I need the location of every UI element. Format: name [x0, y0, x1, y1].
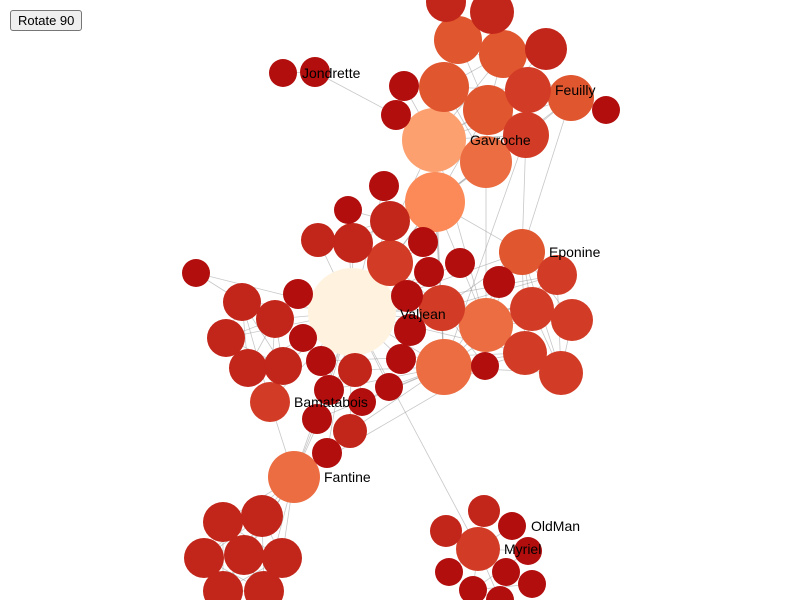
node-toussaint[interactable] [408, 227, 438, 257]
node-prouvaire[interactable] [505, 67, 551, 113]
node-child1[interactable] [394, 314, 426, 346]
node-boulatruelle[interactable] [445, 248, 475, 278]
node-perpetue[interactable] [334, 196, 362, 224]
node-label-jondrette: Jondrette [302, 65, 361, 81]
node-marguerite[interactable] [471, 352, 499, 380]
node-label-feuilly: Feuilly [555, 82, 595, 98]
node-label-bamatabois: Bamatabois [294, 394, 368, 410]
node-mmepont[interactable] [269, 59, 297, 87]
link-gavroche-courfeyrac [433, 139, 487, 326]
node-fameuil[interactable] [224, 535, 264, 575]
node-listolier[interactable] [203, 502, 243, 542]
node-cochepaille[interactable] [264, 347, 302, 385]
node-dahlia[interactable] [203, 571, 243, 600]
node-simplice[interactable] [333, 223, 373, 263]
node-champtercier[interactable] [435, 558, 463, 586]
node-joly[interactable] [419, 62, 469, 112]
node-label-eponine: Eponine [549, 244, 601, 260]
node-label-oldman: OldMan [531, 518, 580, 534]
node-mothermsx[interactable] [381, 100, 411, 130]
node-chenildieu[interactable] [229, 349, 267, 387]
node-isabeau[interactable] [283, 279, 313, 309]
graph-labels: Valjean Gavroche Fantine Feuilly Eponine Myri… [294, 65, 601, 557]
node-gueulemer[interactable] [539, 351, 583, 395]
node-javert[interactable] [367, 240, 413, 286]
node-r1[interactable] [426, 0, 466, 22]
node-mlleg[interactable] [302, 404, 332, 434]
node-gavroche[interactable] [402, 108, 466, 172]
node-oldman[interactable] [498, 512, 526, 540]
node-favourite[interactable] [262, 538, 302, 578]
node-pontmercy[interactable] [338, 353, 372, 387]
node-combeferre[interactable] [463, 85, 513, 135]
link-jondrette-mothermsx [314, 71, 397, 116]
node-jondrette[interactable] [300, 57, 330, 87]
node-enjolras[interactable] [405, 172, 465, 232]
node-gillen[interactable] [470, 0, 514, 34]
node-woman2[interactable] [289, 324, 317, 352]
node-gervais[interactable] [369, 171, 399, 201]
node-valjean[interactable] [308, 268, 396, 356]
node-label-fantine: Fantine [324, 469, 371, 485]
node-geborand[interactable] [430, 515, 462, 547]
node-mlle[interactable] [301, 223, 335, 257]
node-label-myriel: Myriel [504, 541, 541, 557]
node-tholomyes[interactable] [241, 495, 283, 537]
node-mabeuf[interactable] [503, 112, 549, 158]
node-label-valjean: Valjean [400, 306, 446, 322]
node-judge[interactable] [223, 283, 261, 321]
node-brevet[interactable] [207, 319, 245, 357]
node-gillenormand[interactable] [333, 414, 367, 448]
node-countess[interactable] [518, 570, 546, 598]
node-babet[interactable] [537, 255, 577, 295]
node-mmethen[interactable] [510, 287, 554, 331]
node-thenardier[interactable] [419, 285, 465, 331]
node-grantaire[interactable] [434, 16, 482, 64]
link-valjean-myriel [351, 311, 479, 550]
node-blacheville[interactable] [184, 538, 224, 578]
node-feuillyx[interactable] [592, 96, 620, 124]
node-bamatabois[interactable] [250, 382, 290, 422]
node-count[interactable] [514, 537, 542, 565]
node-mother[interactable] [483, 266, 515, 298]
node-fauchelevent[interactable] [370, 201, 410, 241]
node-anzelma[interactable] [375, 373, 403, 401]
node-claquesous[interactable] [525, 28, 567, 70]
node-mmehucheloup[interactable] [389, 71, 419, 101]
node-baptistine[interactable] [486, 586, 514, 600]
node-mmeburgon[interactable] [414, 257, 444, 287]
node-champmathieu[interactable] [256, 300, 294, 338]
node-ltg[interactable] [314, 375, 344, 405]
node-feuilly[interactable] [548, 75, 594, 121]
node-myriel[interactable] [456, 527, 500, 571]
node-marius[interactable] [416, 339, 472, 395]
node-fantine[interactable] [268, 451, 320, 503]
node-courfeyrac[interactable] [459, 298, 513, 352]
link-feuilly-eponine [521, 97, 572, 253]
node-scaufflaire[interactable] [312, 438, 342, 468]
node-eponine[interactable] [499, 229, 545, 275]
node-cravatte[interactable] [492, 558, 520, 586]
node-zephine[interactable] [244, 571, 284, 600]
node-child2[interactable] [386, 344, 416, 374]
node-bahorel[interactable] [479, 30, 527, 78]
node-magnon[interactable] [348, 388, 376, 416]
node-cosette[interactable] [503, 331, 547, 375]
node-brujon[interactable] [391, 280, 423, 312]
node-label-gavroche: Gavroche [470, 132, 531, 148]
node-mmemagloire[interactable] [459, 576, 487, 600]
node-labarre[interactable] [182, 259, 210, 287]
link-mabeuf-marius [443, 134, 527, 368]
node-woman1[interactable] [306, 346, 336, 376]
rotate-90-button[interactable]: Rotate 90 [10, 10, 83, 31]
node-bossuet[interactable] [460, 136, 512, 188]
graph-nodes [182, 0, 620, 600]
node-napoleon[interactable] [468, 495, 500, 527]
node-montparnasse[interactable] [551, 299, 593, 341]
